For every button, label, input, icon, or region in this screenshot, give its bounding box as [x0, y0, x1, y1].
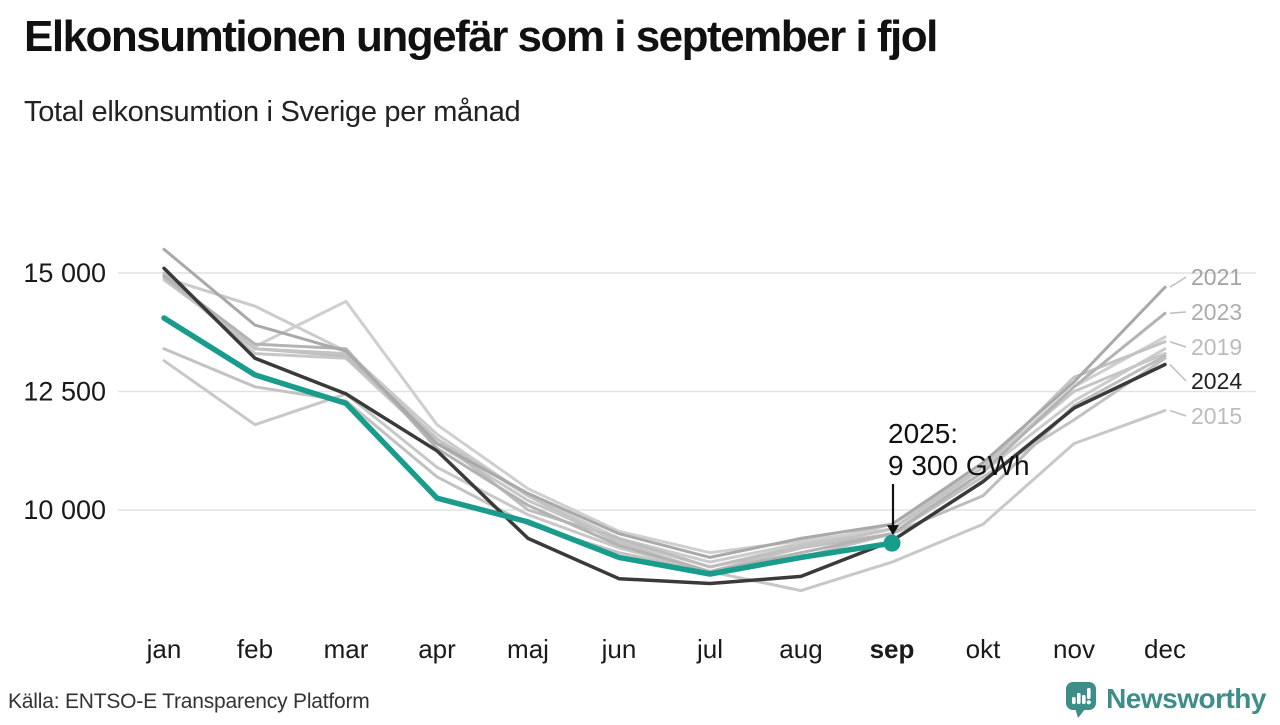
y-tick-label: 10 000: [23, 495, 106, 525]
x-tick-nov: nov: [1053, 634, 1095, 664]
chart-subtitle: Total elkonsumtion i Sverige per månad: [24, 96, 521, 128]
x-tick-feb: feb: [237, 634, 273, 664]
series-line-2022: [162, 276, 1167, 569]
source-note: Källa: ENTSO-E Transparency Platform: [8, 690, 370, 713]
series-line-2024: [162, 266, 1167, 586]
year-label-2019: 2019: [1191, 334, 1242, 360]
series-line-2017: [162, 273, 1167, 569]
annotation-line1: 2025:: [888, 418, 958, 449]
annotation-line2: 9 300 GWh: [888, 450, 1030, 481]
year-label-2024: 2024: [1191, 368, 1242, 394]
newsworthy-logo-icon: [1066, 682, 1097, 718]
x-tick-jul: jul: [696, 634, 723, 664]
x-tick-mar: mar: [324, 634, 369, 664]
year-label-2021: 2021: [1191, 264, 1242, 290]
series-line-2025: [161, 315, 895, 577]
x-tick-okt: okt: [966, 634, 1001, 664]
x-tick-jun: jun: [601, 634, 637, 664]
series-line-2018: [162, 278, 1167, 555]
chart-title: Elkonsumtionen ungefär som i september i…: [24, 12, 938, 61]
label-connector-2024: [1169, 363, 1187, 382]
x-tick-apr: apr: [418, 634, 456, 664]
label-connector-2023: [1169, 311, 1187, 315]
annotation-arrow-head: [887, 525, 899, 536]
series-line-2021: [162, 247, 1167, 559]
label-connector-2019: [1169, 341, 1187, 348]
newsworthy-wordmark: Newsworthy: [1106, 683, 1266, 714]
y-tick-label: 12 500: [23, 377, 106, 407]
x-tick-aug: aug: [779, 634, 822, 664]
x-tick-maj: maj: [507, 634, 549, 664]
x-tick-dec: dec: [1144, 634, 1186, 664]
label-connector-2021: [1169, 276, 1187, 288]
x-tick-jan: jan: [146, 634, 182, 664]
series-line-2023: [162, 273, 1167, 574]
newsworthy-logo: Newsworthy: [1064, 678, 1266, 720]
series-line-2016: [162, 276, 1167, 564]
label-connector-2015: [1169, 409, 1187, 417]
year-label-2015: 2015: [1191, 403, 1242, 429]
y-tick-label: 15 000: [23, 258, 106, 288]
latest-point-marker: [883, 534, 901, 552]
x-tick-sep: sep: [870, 634, 915, 664]
year-label-2023: 2023: [1191, 299, 1242, 325]
